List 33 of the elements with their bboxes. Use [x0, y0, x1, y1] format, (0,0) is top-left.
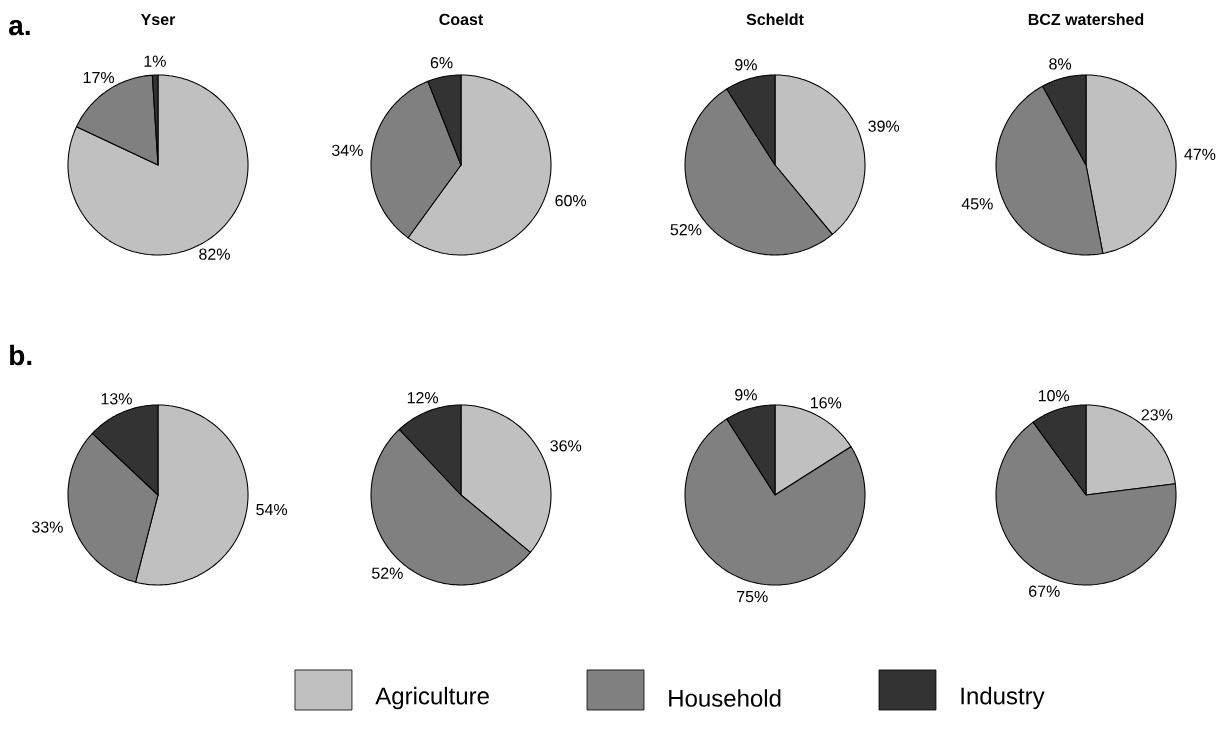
- data-label: 52%: [372, 567, 403, 579]
- data-label: 60%: [555, 195, 587, 207]
- data-label: 12%: [407, 392, 439, 404]
- data-label: 33%: [32, 521, 63, 533]
- data-label: 54%: [256, 504, 288, 516]
- data-label: 16%: [810, 397, 842, 409]
- data-label: 10%: [1038, 390, 1070, 402]
- data-label: 45%: [961, 198, 993, 210]
- data-label: 82%: [199, 248, 230, 260]
- legend-label: Agriculture: [375, 686, 489, 710]
- data-label: 34%: [331, 144, 363, 157]
- data-label: 8%: [1049, 58, 1072, 70]
- legend-label: Industry: [961, 686, 1045, 710]
- data-label: 1%: [144, 55, 166, 67]
- data-label: 6%: [430, 57, 453, 69]
- chart-title: Yser: [140, 13, 176, 26]
- data-label: 36%: [550, 440, 582, 452]
- data-label: 23%: [1141, 409, 1173, 421]
- data-label: 13%: [101, 393, 132, 405]
- data-label: 47%: [1184, 148, 1216, 160]
- text: b.: [10, 344, 32, 366]
- legend-label: Household: [669, 689, 781, 707]
- data-label: 75%: [737, 590, 768, 603]
- chart-title: Scheldt: [746, 13, 804, 26]
- data-label: 52%: [670, 224, 702, 236]
- data-label: 9%: [735, 59, 757, 71]
- data-label: 39%: [868, 120, 900, 132]
- data-label: 9%: [735, 389, 757, 401]
- chart-title: BCZ watershed: [1028, 13, 1144, 26]
- chart-title: Coast: [439, 13, 484, 26]
- text: a.: [9, 19, 30, 36]
- data-label: 67%: [1029, 585, 1060, 597]
- data-label: 17%: [83, 71, 115, 84]
